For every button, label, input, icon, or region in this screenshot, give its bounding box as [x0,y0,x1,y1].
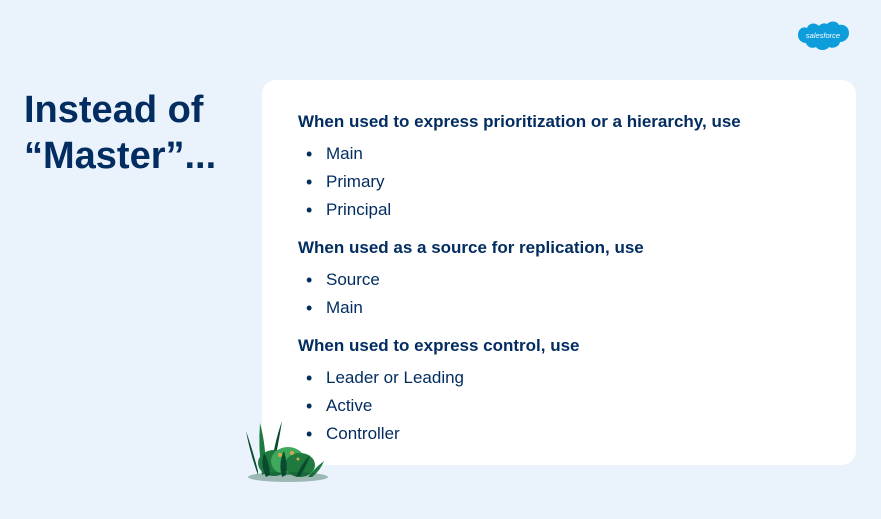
section-control: When used to express control, use Leader… [298,336,820,448]
plants-decoration [240,413,350,485]
section-list: Leader or Leading Active Controller [298,364,820,448]
title-line-2: “Master”... [24,134,216,180]
section-heading: When used to express control, use [298,336,820,356]
list-item: Primary [326,168,820,196]
section-heading: When used to express prioritization or a… [298,112,820,132]
section-list: Source Main [298,266,820,322]
list-item: Main [326,294,820,322]
page-title: Instead of “Master”... [24,88,216,179]
list-item: Controller [326,420,820,448]
section-list: Main Primary Principal [298,140,820,224]
list-item: Main [326,140,820,168]
section-heading: When used as a source for replication, u… [298,238,820,258]
section-hierarchy: When used to express prioritization or a… [298,112,820,224]
svg-text:salesforce: salesforce [806,31,840,40]
title-line-1: Instead of [24,88,216,134]
list-item: Active [326,392,820,420]
section-replication: When used as a source for replication, u… [298,238,820,322]
content-card: When used to express prioritization or a… [262,80,856,465]
list-item: Leader or Leading [326,364,820,392]
list-item: Principal [326,196,820,224]
salesforce-logo: salesforce [795,18,853,63]
list-item: Source [326,266,820,294]
